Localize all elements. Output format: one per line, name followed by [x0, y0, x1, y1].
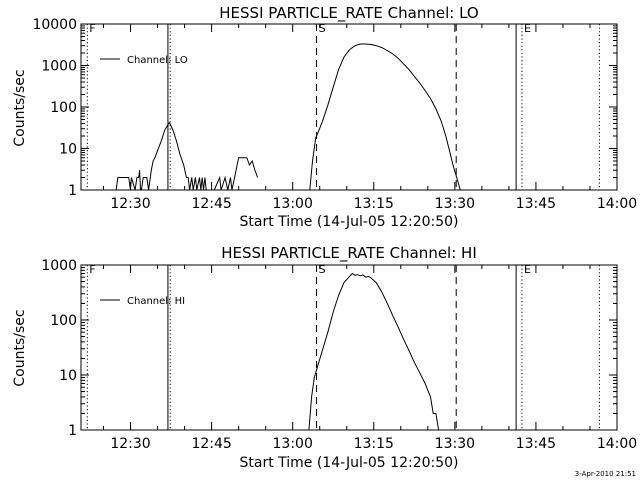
lo-x-tick-label: 12:45	[191, 196, 231, 212]
hi-x-tick-label: 12:45	[191, 436, 231, 452]
lo-chart-title: HESSI PARTICLE_RATE Channel: LO	[219, 4, 478, 23]
hi-y-tick-label: 1	[68, 423, 77, 439]
lo-event-marker-label: E	[524, 22, 531, 35]
hi-x-axis-label: Start Time (14-Jul-05 12:20:50)	[239, 455, 458, 471]
hi-y-axis-label: Counts/sec	[12, 309, 28, 386]
hi-y-tick-label: 100	[50, 313, 77, 329]
lo-y-tick-label: 1	[68, 183, 77, 199]
hi-x-tick-label: 13:00	[273, 436, 313, 452]
lo-plot-frame	[80, 23, 618, 191]
lo-series-line	[309, 43, 461, 191]
lo-x-tick-label: 13:30	[435, 196, 475, 212]
lo-x-tick-label: 12:30	[110, 196, 150, 212]
hi-x-tick-label: 13:30	[435, 436, 475, 452]
hi-x-tick-label: 13:15	[354, 436, 394, 452]
lo-x-tick-label: 13:00	[273, 196, 313, 212]
lo-legend-label: Channel: LO	[127, 55, 188, 66]
lo-y-tick-label: 10000	[32, 17, 77, 33]
lo-series-line	[213, 157, 259, 191]
hi-plot-frame	[80, 264, 618, 431]
lo-event-marker-label: S	[319, 22, 326, 35]
lo-channel-panel: HESSI PARTICLE_RATE Channel: LO Start Ti…	[12, 4, 637, 230]
hi-event-marker-label: S	[319, 263, 326, 276]
hi-event-marker-label: E	[524, 263, 531, 276]
lo-series-line	[115, 121, 207, 191]
footer-timestamp: 3-Apr-2010 21:51	[575, 470, 636, 478]
hi-y-tick-label: 1000	[41, 258, 77, 274]
lo-x-axis-label: Start Time (14-Jul-05 12:20:50)	[239, 214, 458, 230]
lo-y-axis-label: Counts/sec	[12, 69, 28, 146]
hi-series-line	[308, 272, 440, 431]
hi-chart-title: HESSI PARTICLE_RATE Channel: HI	[221, 244, 477, 263]
hi-channel-panel: HESSI PARTICLE_RATE Channel: HI Start Ti…	[12, 244, 637, 471]
hi-legend-label: Channel: HI	[127, 296, 185, 307]
hi-x-tick-label: 12:30	[110, 436, 150, 452]
hi-y-tick-label: 10	[59, 368, 77, 384]
lo-x-tick-label: 13:45	[516, 196, 556, 212]
lo-y-tick-label: 10	[59, 142, 77, 158]
lo-x-tick-label: 14:00	[597, 196, 637, 212]
lo-x-tick-label: 13:15	[354, 196, 394, 212]
lo-y-tick-label: 1000	[41, 59, 77, 75]
lo-event-marker-label: F	[89, 22, 95, 35]
hi-x-tick-label: 13:45	[516, 436, 556, 452]
hi-event-marker-label: F	[89, 263, 95, 276]
lo-y-tick-label: 100	[50, 100, 77, 116]
hi-x-tick-label: 14:00	[597, 436, 637, 452]
